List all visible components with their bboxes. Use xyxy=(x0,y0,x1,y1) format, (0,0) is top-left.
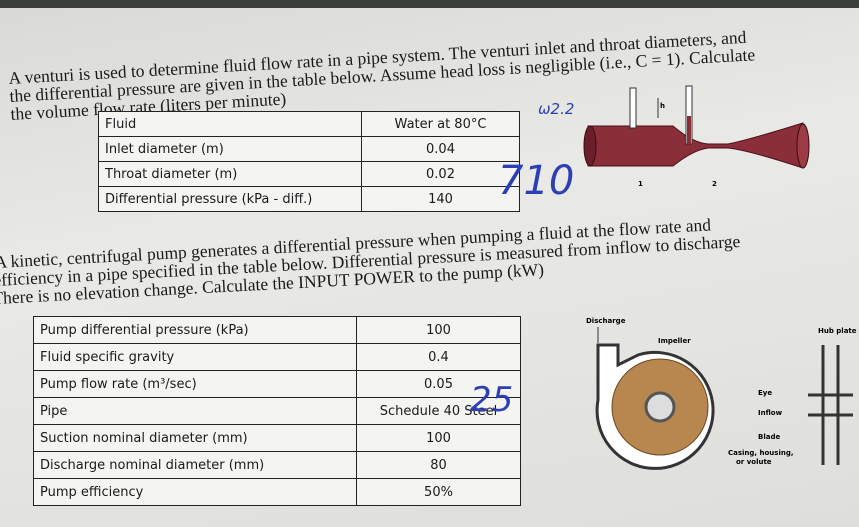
diagram-label: Blade xyxy=(758,433,780,441)
diagram-label: Casing, housing, xyxy=(728,449,794,457)
tube xyxy=(629,87,637,129)
diagram-label: Inflow xyxy=(758,409,783,417)
table-row: Discharge nominal diameter (mm) 80 xyxy=(33,451,521,479)
table-row: Fluid specific gravity 0.4 xyxy=(33,343,521,371)
diagram-label: Hub plate xyxy=(818,327,857,335)
pipe-end xyxy=(583,125,597,167)
table-row: Suction nominal diameter (mm) 100 xyxy=(33,424,521,452)
diagram-label: or volute xyxy=(736,458,772,466)
table-row: Pipe Schedule 40 Steel xyxy=(33,397,521,425)
venturi-pipe xyxy=(587,122,804,169)
pump-diagram: Discharge Impeller Hub plate Eye Inflow … xyxy=(586,317,857,470)
table-cell: Pump differential pressure (kPa) xyxy=(33,316,357,344)
table-cell: 50% xyxy=(356,478,521,506)
side-view xyxy=(808,345,853,465)
handwriting: 710 xyxy=(498,158,575,204)
table-row: Differential pressure (kPa - diff.) 140 xyxy=(98,186,520,212)
table-cell: Inlet diameter (m) xyxy=(98,136,362,162)
table-cell: Throat diameter (m) xyxy=(98,161,362,187)
table-row: Throat diameter (m) 0.02 xyxy=(98,161,520,187)
pipe-end xyxy=(796,123,810,169)
table-cell: Differential pressure (kPa - diff.) xyxy=(98,186,362,212)
table-cell: 0.04 xyxy=(361,136,520,162)
table-cell: 100 xyxy=(356,316,521,344)
diagram-label: Impeller xyxy=(658,337,691,345)
table-cell: 0.4 xyxy=(356,343,521,371)
handwriting: 25 xyxy=(470,380,514,420)
table-cell: Discharge nominal diameter (mm) xyxy=(33,451,357,479)
table-cell: Pump flow rate (m³/sec) xyxy=(33,370,357,398)
diagram-label: Eye xyxy=(758,389,772,397)
table-row: Inlet diameter (m) 0.04 xyxy=(98,136,520,162)
diagram-label: Discharge xyxy=(586,317,626,325)
table-cell: 0.05 xyxy=(356,370,521,398)
diagram-label: h xyxy=(660,102,665,110)
diagram-label: 2 xyxy=(712,180,717,188)
table-cell: Pump efficiency xyxy=(33,478,357,506)
venturi-diagram: h 1 2 xyxy=(583,85,810,188)
table-cell: 140 xyxy=(361,186,520,212)
eye xyxy=(644,391,676,423)
table-cell: Fluid xyxy=(98,111,362,137)
pump-table: Pump differential pressure (kPa) 100 Fluid… xyxy=(33,316,521,506)
table-row: Pump differential pressure (kPa) 100 xyxy=(33,316,521,344)
table-cell: 80 xyxy=(356,451,521,479)
table-row: Pump flow rate (m³/sec) 0.05 xyxy=(33,370,521,398)
table-cell: 100 xyxy=(356,424,521,452)
table-cell: Schedule 40 Steel xyxy=(356,397,521,425)
diagram-label: 1 xyxy=(638,180,643,188)
table-row: Fluid Water at 80°C xyxy=(98,111,520,137)
table-cell: Suction nominal diameter (mm) xyxy=(33,424,357,452)
handwriting: ω2.2 xyxy=(538,100,575,118)
problem1-text: A venturi is used to determine fluid flo… xyxy=(8,18,859,124)
photo-edge xyxy=(0,0,859,8)
table-cell: Pipe xyxy=(33,397,357,425)
table-cell: 0.02 xyxy=(361,161,520,187)
venturi-table: Fluid Water at 80°C Inlet diameter (m) 0.04… xyxy=(98,111,520,212)
table-row: Pump efficiency 50% xyxy=(33,478,521,506)
fluid-column xyxy=(687,116,691,144)
table-cell: Fluid specific gravity xyxy=(33,343,357,371)
table-cell: Water at 80°C xyxy=(361,111,520,137)
